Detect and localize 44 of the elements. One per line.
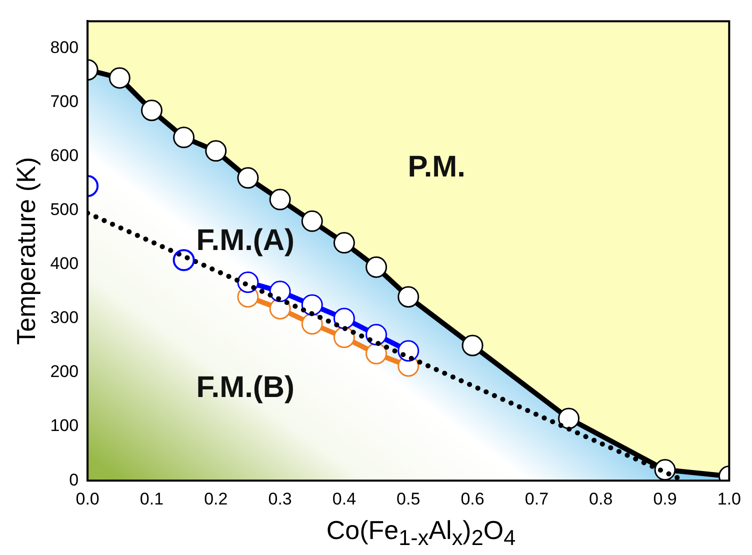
point: [108, 67, 130, 89]
point: [333, 232, 355, 254]
x-axis-title: Co(Fe$_{1-x}$Al$_{x}$)$_{2}$O$_{4}$: [325, 515, 517, 552]
point: [333, 308, 355, 330]
y-axis-title: Temperature (K): [10, 156, 41, 345]
point: [237, 167, 259, 189]
point: [301, 313, 323, 335]
annotation: F.M.(B): [196, 370, 295, 404]
point: [398, 286, 420, 308]
y-tick-label: 400: [50, 254, 79, 274]
y-tick-label: 700: [50, 92, 79, 111]
x-tick-label: 0.7: [524, 489, 549, 508]
point: [140, 100, 162, 122]
y-tick-label: 100: [50, 416, 79, 436]
y-tick-label: 200: [50, 362, 79, 382]
point: [269, 280, 291, 302]
x-tick-label: 0.9: [653, 489, 677, 508]
x-tick-label: 0.2: [204, 489, 228, 508]
annotation: F.M.(A): [196, 224, 295, 257]
x-tick-label: 0.1: [140, 489, 164, 508]
point: [366, 342, 388, 364]
y-tick-label: 600: [50, 146, 79, 166]
point: [366, 256, 388, 278]
x-tick-label: 0.5: [396, 489, 420, 508]
point: [366, 324, 388, 346]
y-tick-label: 500: [50, 200, 79, 220]
x-tick-label: 0.3: [268, 489, 292, 508]
x-tick-label: 0.0: [76, 489, 100, 508]
x-tick-label: 0.4: [332, 489, 356, 508]
x-tick-label: 0.8: [589, 489, 613, 508]
point: [301, 294, 323, 316]
x-tick-label: 0.6: [460, 489, 484, 508]
point: [173, 126, 195, 148]
point: [269, 188, 291, 210]
point: [205, 140, 227, 162]
y-tick-label: 300: [50, 308, 79, 328]
y-tick-label: 0: [69, 470, 79, 490]
annotation: P.M.: [408, 150, 466, 184]
point: [301, 210, 323, 232]
point: [333, 326, 355, 348]
x-tick-label: 1.0: [717, 489, 742, 508]
point: [558, 408, 580, 430]
point: [462, 334, 484, 356]
y-tick-label: 800: [50, 38, 79, 57]
